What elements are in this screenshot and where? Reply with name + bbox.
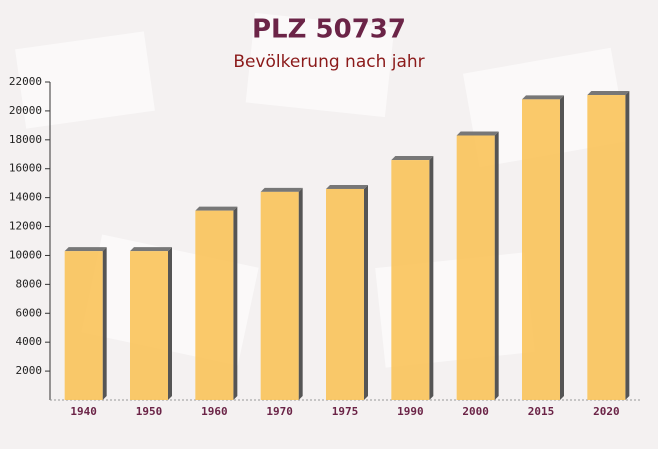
bar-side (102, 247, 107, 400)
bar-top (587, 91, 630, 96)
bar-top (64, 247, 107, 252)
x-tick-label: 1975 (332, 405, 359, 418)
y-tick-label: 22000 (9, 75, 42, 88)
bar-top (456, 131, 499, 136)
x-tick-label: 2000 (462, 405, 489, 418)
bar (456, 135, 495, 400)
bar (195, 210, 234, 400)
x-tick-label: 1960 (201, 405, 228, 418)
bar-top (195, 206, 238, 211)
bar-side (168, 247, 172, 400)
y-tick-label: 4000 (16, 335, 43, 348)
bar-top (326, 184, 368, 189)
bar-top (260, 187, 303, 192)
x-tick-label: 2015 (528, 405, 555, 418)
y-tick-label: 18000 (9, 133, 42, 146)
bar-top (522, 95, 564, 100)
x-tick-label: 1990 (397, 405, 424, 418)
bar (326, 188, 364, 400)
bar-side (298, 187, 303, 400)
y-tick-label: 20000 (9, 104, 42, 117)
y-tick-label: 6000 (16, 306, 43, 319)
bar-side (494, 131, 499, 400)
y-tick-label: 14000 (9, 191, 42, 204)
bar-side (364, 184, 368, 400)
x-tick-label: 1940 (70, 405, 97, 418)
bar-side (429, 156, 434, 400)
y-tick-label: 8000 (16, 277, 43, 290)
chart-title: PLZ 50737 (252, 15, 406, 45)
x-tick-label: 2020 (593, 405, 620, 418)
bar-side (625, 91, 630, 400)
y-tick-label: 12000 (9, 220, 42, 233)
bar-top (130, 247, 172, 252)
bar-side (560, 95, 564, 400)
chart-subtitle: Bevölkerung nach jahr (233, 52, 424, 72)
bar-top (391, 156, 434, 161)
bar (64, 251, 103, 400)
x-tick-label: 1950 (136, 405, 163, 418)
bar (260, 191, 299, 400)
y-tick-label: 2000 (16, 364, 43, 377)
bar-side (233, 206, 238, 400)
bar (522, 99, 560, 400)
bar (391, 160, 430, 400)
x-tick-label: 1970 (266, 405, 293, 418)
bar (130, 251, 168, 400)
y-tick-label: 10000 (9, 248, 42, 261)
bar (587, 95, 626, 400)
y-tick-label: 16000 (9, 162, 42, 175)
